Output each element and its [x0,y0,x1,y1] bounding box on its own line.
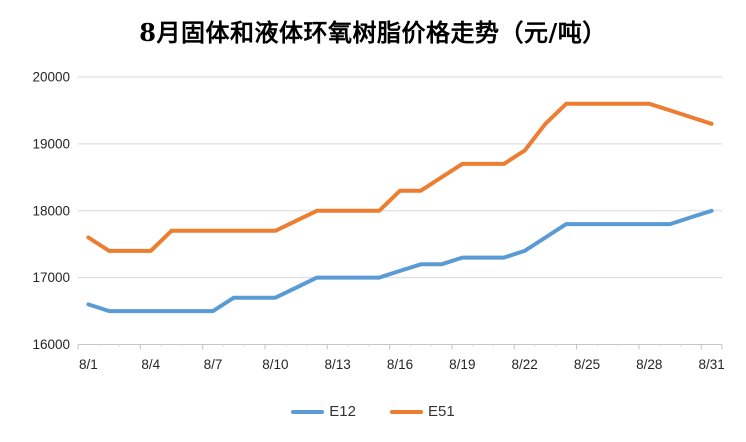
y-tick-label: 19000 [32,136,70,151]
legend-label: E51 [428,403,455,420]
x-tick-label: 8/25 [574,357,600,372]
x-tick-label: 8/10 [262,357,288,372]
x-axis [77,344,723,350]
x-tick-label: 8/16 [387,357,413,372]
gridlines [78,76,722,279]
y-axis-labels: 16000 17000 18000 19000 20000 [32,70,70,353]
series-line-E12 [86,208,714,314]
legend-item-E12: E12 [291,404,356,419]
legend-item-E51: E51 [390,404,455,419]
y-tick-label: 17000 [32,270,70,285]
x-axis-labels: 8/1 8/4 8/7 8/10 8/13 8/16 8/19 8/22 8/25 8/28 8/3… [79,357,725,372]
x-tick-label: 8/31 [698,357,724,372]
x-tick-label: 8/22 [512,357,538,372]
legend-label: E12 [329,403,356,420]
y-tick-label: 16000 [32,337,70,352]
chart-legend: E12 E51 [0,404,746,419]
y-tick-label: 20000 [32,70,70,85]
series-line-E51 [86,101,714,253]
chart-title: 8月固体和液体环氧树脂价格走势（元/吨） [139,18,607,47]
x-tick-label: 8/4 [141,357,160,372]
x-tick-label: 8/13 [325,357,351,372]
y-tick-label: 18000 [32,203,70,218]
x-tick-label: 8/1 [79,357,98,372]
x-tick-label: 8/28 [636,357,662,372]
legend-line-swatch-E12 [291,409,325,414]
x-tick-label: 8/19 [449,357,475,372]
x-tick-label: 8/7 [204,357,223,372]
legend-line-swatch-E51 [390,409,423,414]
